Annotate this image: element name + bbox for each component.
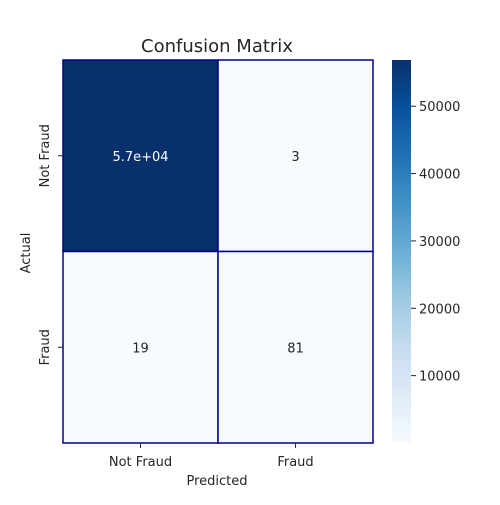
colorbar xyxy=(392,60,411,443)
y-tick-label: Fraud xyxy=(38,329,53,365)
heatmap-cell xyxy=(62,59,219,253)
colorbar-tick-label: 30000 xyxy=(419,235,460,250)
x-tick-label: Fraud xyxy=(277,455,313,470)
chart-title: Confusion Matrix xyxy=(141,36,293,57)
heatmap-cell xyxy=(217,250,374,444)
cell-annotation: 3 xyxy=(291,150,299,165)
colorbar-ticks: 10000 20000 30000 40000 50000 xyxy=(411,100,460,385)
colorbar-tick-label: 50000 xyxy=(419,100,460,115)
colorbar-tick-label: 20000 xyxy=(419,302,460,317)
x-axis-ticks: Not Fraud Fraud xyxy=(109,443,314,470)
y-axis-label: Actual xyxy=(19,233,34,274)
heatmap-cells xyxy=(62,59,374,444)
heatmap-cell xyxy=(217,59,374,253)
heatmap-cell xyxy=(62,250,219,444)
y-tick-label: Not Fraud xyxy=(38,124,53,187)
cell-annotation: 81 xyxy=(287,341,304,356)
heatmap-annotations: 5.7e+04 3 19 81 xyxy=(112,150,303,357)
y-axis-ticks: Not Fraud Fraud xyxy=(38,124,63,365)
cell-annotation: 19 xyxy=(132,341,149,356)
colorbar-tick-label: 40000 xyxy=(419,168,460,183)
x-axis-label: Predicted xyxy=(186,474,247,489)
x-tick-label: Not Fraud xyxy=(109,455,172,470)
colorbar-tick-label: 10000 xyxy=(419,370,460,385)
cell-annotation: 5.7e+04 xyxy=(112,150,168,165)
